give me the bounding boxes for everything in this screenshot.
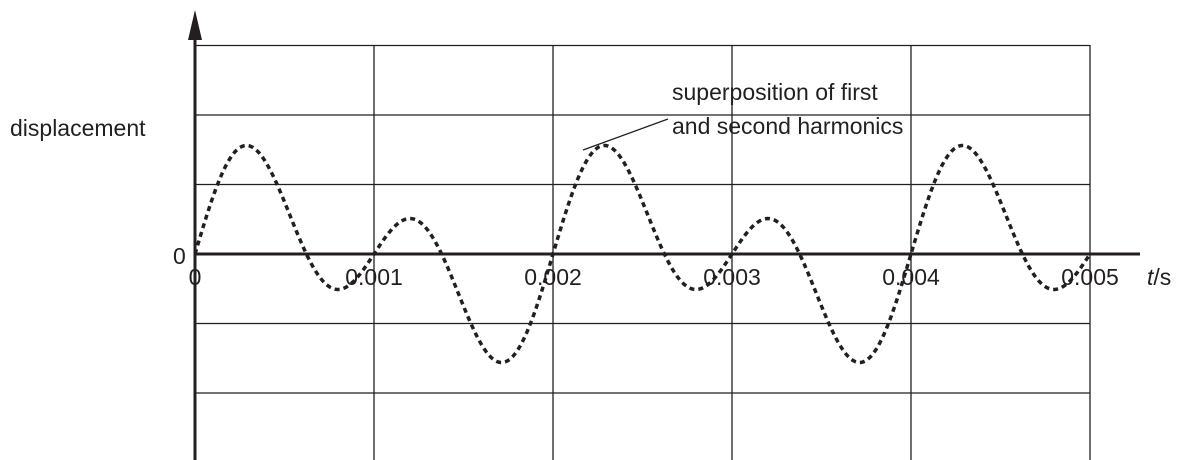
y-axis-arrow xyxy=(188,10,202,40)
x-axis-unit: s xyxy=(1160,264,1172,290)
x-axis-variable: t xyxy=(1147,264,1155,290)
series-line-superposition xyxy=(193,143,1092,365)
y-axis-label: displacement xyxy=(10,115,146,141)
x-tick-label: 0.003 xyxy=(703,264,761,290)
series-annotation: superposition of first and second harmon… xyxy=(582,79,903,151)
x-tick-label: 0.004 xyxy=(882,264,940,290)
annotation-leader-line xyxy=(582,118,669,151)
x-axis-label: t/s xyxy=(1147,264,1171,290)
x-tick-label: 0.005 xyxy=(1061,264,1119,290)
x-axis-slash: / xyxy=(1153,264,1160,290)
annotation-line-2: and second harmonics xyxy=(672,113,903,139)
x-tick-labels: 0 0.001 0.002 0.003 0.004 0.005 xyxy=(189,264,1119,290)
x-tick-label: 0 xyxy=(189,264,202,290)
axes xyxy=(188,10,1140,460)
y-zero-label: 0 xyxy=(173,243,186,269)
annotation-line-1: superposition of first xyxy=(672,79,878,105)
x-tick-label: 0.002 xyxy=(524,264,582,290)
x-tick-label: 0.001 xyxy=(345,264,403,290)
